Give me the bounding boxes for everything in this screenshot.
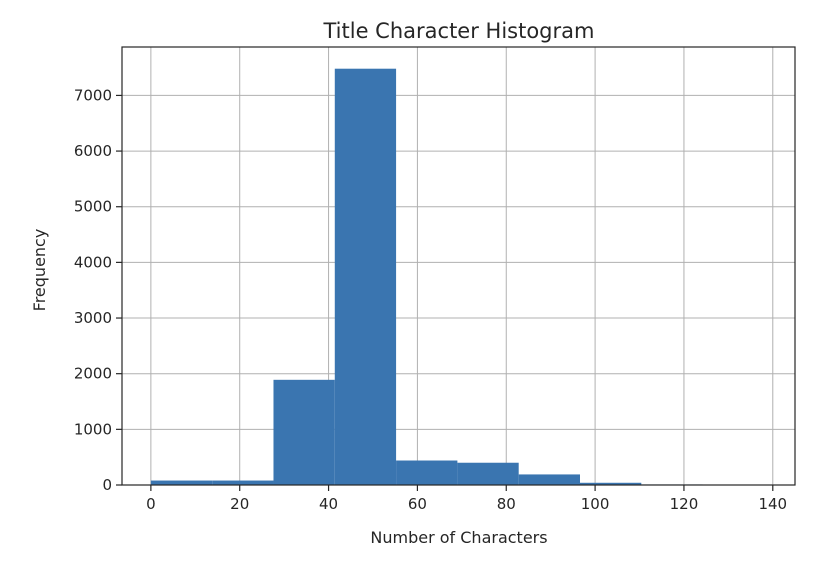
y-tick-label: 6000 — [74, 142, 112, 160]
grid-lines — [122, 47, 795, 486]
histogram-bar — [212, 480, 274, 485]
x-axis-ticks: 0 20 40 60 80 100 120 140 — [146, 485, 787, 513]
y-tick-label: 7000 — [74, 86, 112, 104]
histogram-bar — [150, 480, 213, 485]
y-tick-label: 5000 — [74, 198, 112, 216]
x-axis-label: Number of Characters — [370, 528, 547, 547]
chart-title: Title Character Histogram — [323, 19, 595, 43]
histogram-bar — [518, 474, 580, 485]
histogram-bar — [273, 379, 335, 485]
y-tick-label: 3000 — [74, 309, 112, 327]
y-tick-label: 4000 — [74, 253, 112, 271]
axes-frame — [121, 46, 796, 486]
y-tick-label: 2000 — [74, 365, 112, 383]
x-tick-label: 140 — [758, 495, 787, 513]
histogram-bar — [579, 482, 642, 485]
histogram-bars — [150, 68, 764, 486]
histogram-bar — [457, 462, 519, 485]
x-tick-label: 100 — [581, 495, 610, 513]
x-tick-label: 120 — [670, 495, 699, 513]
x-tick-label: 0 — [146, 495, 156, 513]
histogram-bar — [396, 460, 458, 485]
x-tick-label: 60 — [408, 495, 427, 513]
x-tick-label: 80 — [497, 495, 516, 513]
x-tick-label: 40 — [319, 495, 338, 513]
y-tick-label: 1000 — [74, 420, 112, 438]
x-tick-label: 20 — [230, 495, 249, 513]
y-axis-ticks: 0 1000 2000 3000 4000 5000 6000 7000 — [74, 86, 122, 494]
histogram-bar — [334, 68, 397, 486]
y-tick-label: 0 — [102, 476, 112, 494]
y-axis-label: Frequency — [30, 229, 49, 312]
